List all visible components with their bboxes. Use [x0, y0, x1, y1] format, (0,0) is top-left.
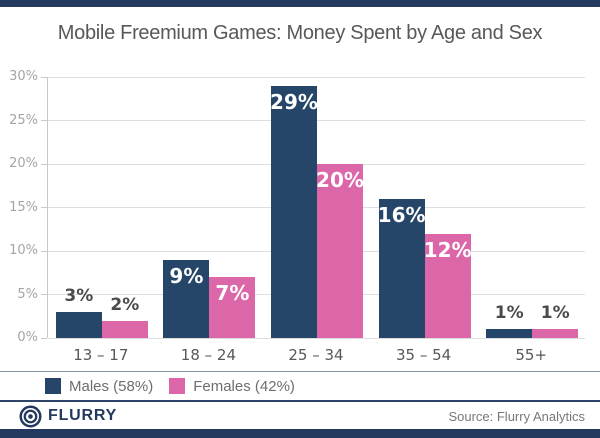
- gridline-0: [48, 337, 585, 339]
- bar-females-25-34: 20%: [316, 164, 364, 338]
- x-label-35-54: 35 – 54: [395, 346, 452, 364]
- y-tick-label: 5%: [17, 286, 38, 302]
- legend-label: Females (42%): [193, 377, 295, 395]
- legend-swatch-females: [169, 378, 186, 394]
- y-tick-mark: [41, 163, 47, 165]
- bar-males-18-24: 9%: [163, 259, 210, 338]
- bar-group-18-24: 9% 7%: [156, 77, 264, 338]
- y-tick-label: 10%: [9, 243, 38, 258]
- bar-group-35-54: 16% 12%: [371, 77, 479, 338]
- legend-label: Males (58%): [69, 377, 154, 395]
- y-tick-mark: [41, 120, 47, 121]
- y-tick-mark: [41, 250, 47, 252]
- flurry-logo-icon: [19, 404, 42, 428]
- bar-value-label: 2%: [110, 294, 140, 315]
- bar-value-label: 7%: [215, 281, 250, 306]
- bar-chart: 3% 2% 9% 7% 29% 20% 16% 12% 1% 1% 30% 25% 20% 15% 10%…: [0, 69, 600, 345]
- y-tick-label: 0%: [17, 330, 38, 345]
- bar-males-13-17: 3%: [55, 286, 102, 338]
- bar-value-label: 1%: [540, 303, 570, 324]
- plot-area: 3% 2% 9% 7% 29% 20% 16% 12% 1% 1%: [47, 76, 586, 339]
- bar-value-label: 3%: [64, 285, 94, 306]
- bar-value-label: 29%: [270, 89, 318, 114]
- bar-value-label: 20%: [316, 168, 364, 192]
- flurry-brand: FLURRY: [19, 404, 118, 428]
- y-tick-label: 20%: [9, 156, 38, 171]
- legend-item-females: Females (42%): [169, 378, 295, 395]
- bar-females-13-17: 2%: [101, 295, 148, 338]
- x-label-25-34: 25 – 34: [288, 346, 344, 364]
- flurry-brand-text: FLURRY: [48, 407, 118, 424]
- bar-value-label: 1%: [494, 303, 524, 324]
- y-tick-mark: [41, 207, 47, 208]
- bar-females-18-24: 7%: [209, 277, 256, 338]
- x-axis-labels: 13 – 17 18 – 24 25 – 34 35 – 54 55+: [47, 346, 585, 366]
- y-tick-mark: [41, 294, 47, 295]
- y-tick-mark: [41, 337, 47, 339]
- legend-separator-top: [0, 371, 600, 372]
- bar-value-label: 12%: [423, 237, 472, 262]
- bar-males-25-34: 29%: [270, 85, 318, 338]
- footer: FLURRY Source: Flurry Analytics: [0, 403, 600, 429]
- source-attribution: Source: Flurry Analytics: [448, 408, 585, 424]
- x-label-18-24: 18 – 24: [180, 346, 236, 364]
- gridline-30: [48, 76, 585, 78]
- bar-females-35-54: 12%: [423, 233, 472, 338]
- y-tick-mark: [41, 76, 47, 78]
- bar-value-label: 9%: [169, 263, 204, 288]
- chart-legend: Males (58%) Females (42%): [45, 376, 295, 396]
- chart-title: Mobile Freemium Games: Money Spent by Ag…: [57, 22, 543, 44]
- bar-females-55+: 1%: [532, 303, 579, 338]
- y-tick-label: 30%: [9, 69, 38, 84]
- top-accent-bar: [0, 0, 600, 7]
- bar-males-55+: 1%: [486, 303, 533, 338]
- bar-group-55+: 1% 1%: [478, 77, 586, 338]
- legend-item-males: Males (58%): [45, 378, 153, 395]
- bottom-accent-bar: [0, 429, 600, 438]
- legend-swatch-males: [45, 378, 61, 394]
- x-label-13-17: 13 – 17: [73, 346, 129, 364]
- bar-males-35-54: 16%: [377, 198, 426, 338]
- bar-value-label: 16%: [377, 202, 426, 227]
- bar-group-13-17: 3% 2%: [48, 77, 156, 338]
- y-tick-label: 25%: [9, 112, 38, 128]
- x-label-55+: 55+: [515, 346, 548, 364]
- legend-separator-bottom: [0, 400, 600, 402]
- bar-group-25-34: 29% 20%: [263, 77, 371, 338]
- y-tick-label: 15%: [9, 199, 38, 215]
